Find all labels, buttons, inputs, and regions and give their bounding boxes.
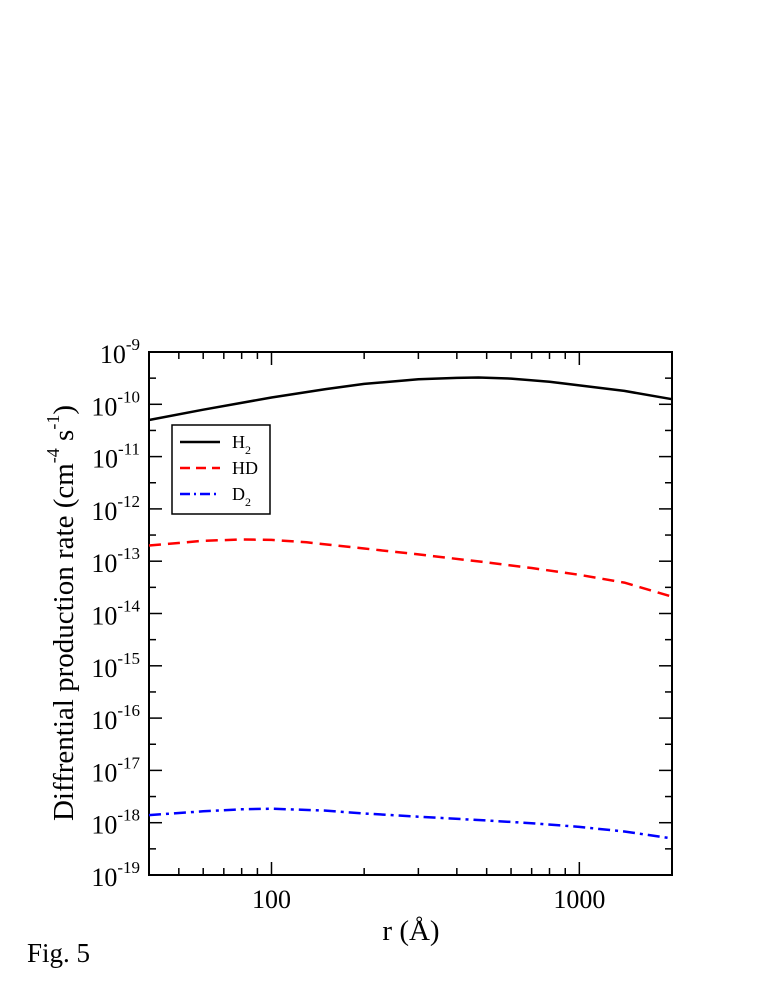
y-tick-label: 10-17 — [91, 753, 140, 787]
series-line-hd — [148, 538, 673, 598]
x-axis-label: r (Å) — [382, 915, 439, 947]
y-tick-label: 10-11 — [92, 440, 140, 474]
legend-label-hd: HD — [232, 458, 258, 478]
axis-tick-labels: 100 1000 10-9 10-10 10-11 10-12 10-13 10-14 10-1… — [91, 335, 605, 914]
x-tick-label: 100 — [252, 885, 291, 914]
series-line-h2 — [148, 376, 673, 422]
series-lines — [148, 376, 673, 840]
axis-ticks — [148, 351, 673, 876]
y-tick-label: 10-19 — [91, 858, 140, 892]
y-tick-label: 10-10 — [91, 387, 140, 421]
y-tick-label: 10-16 — [91, 701, 140, 735]
y-tick-label: 10-13 — [91, 544, 140, 578]
y-tick-label: 10-15 — [91, 649, 140, 683]
figure-caption: Fig. 5 — [27, 938, 91, 968]
y-axis-label-prefix: Diffrential production rate (cm — [48, 463, 80, 821]
y-tick-label: 10-9 — [100, 335, 140, 369]
x-tick-label: 1000 — [553, 885, 605, 914]
legend: H2 HD D2 — [171, 424, 271, 515]
series-line-d2 — [148, 807, 673, 840]
y-tick-label: 10-14 — [91, 597, 140, 631]
y-tick-label: 10-12 — [91, 492, 140, 526]
y-axis-label: Diffrential production rate (cm-4 s-1) — [43, 405, 80, 821]
legend-label-d2: D2 — [232, 484, 251, 509]
y-axis-label-mid: s — [48, 430, 80, 449]
legend-label-h2: H2 — [232, 432, 251, 457]
y-axis-label-suffix: ) — [48, 405, 80, 415]
y-axis-label-exp1: -4 — [43, 448, 63, 463]
y-tick-label: 10-18 — [91, 806, 140, 840]
legend-box — [171, 424, 271, 515]
y-axis-label-exp2: -1 — [43, 415, 63, 430]
